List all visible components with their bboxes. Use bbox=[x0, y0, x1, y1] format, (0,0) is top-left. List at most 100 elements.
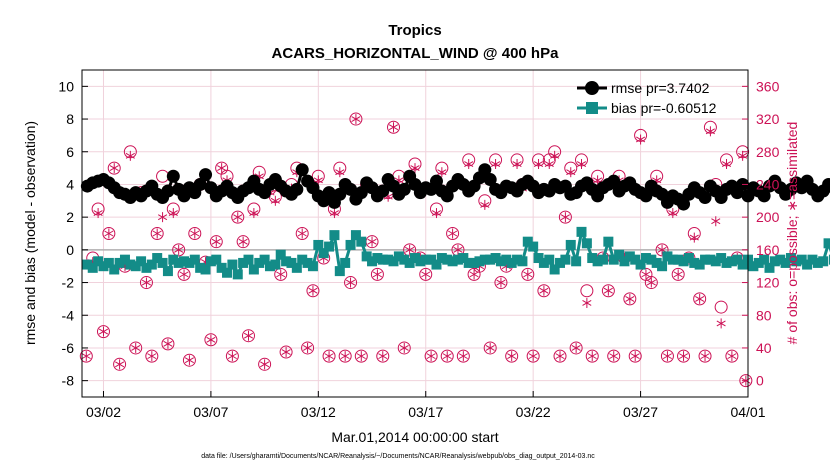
bias-point bbox=[393, 251, 404, 262]
assimilated-obs-point bbox=[646, 277, 656, 288]
bias-point bbox=[495, 256, 506, 267]
bias-point bbox=[222, 267, 233, 278]
assimilated-obs-point bbox=[335, 167, 345, 178]
possible-obs-point bbox=[677, 349, 691, 363]
assimilated-obs-point bbox=[270, 195, 280, 206]
possible-obs-point bbox=[628, 349, 642, 363]
assimilated-obs-point bbox=[636, 134, 646, 145]
y-tick-label: -8 bbox=[62, 373, 75, 389]
possible-obs-point bbox=[349, 112, 363, 126]
assimilated-obs-point bbox=[721, 159, 732, 170]
possible-obs-point bbox=[483, 341, 497, 355]
legend: rmse pr=3.7402 bias pr=-0.60512 bbox=[577, 80, 717, 116]
assimilated-obs-point bbox=[448, 228, 458, 239]
assimilated-obs-point bbox=[587, 351, 597, 362]
bias-point bbox=[560, 254, 571, 265]
bias-point bbox=[297, 254, 308, 265]
bias-point bbox=[361, 251, 372, 262]
bias-point bbox=[479, 254, 490, 265]
bias-point bbox=[528, 241, 539, 252]
bias-point bbox=[474, 256, 485, 267]
bias-point bbox=[818, 256, 829, 267]
chart-subtitle: ACARS_HORIZONTAL_WIND @ 400 hPa bbox=[272, 45, 560, 62]
assimilated-obs-point bbox=[217, 163, 227, 174]
bias-point bbox=[646, 254, 657, 265]
assimilated-obs-point bbox=[308, 285, 318, 296]
bias-point bbox=[93, 256, 104, 267]
legend-rmse-marker bbox=[585, 81, 599, 95]
bias-point bbox=[517, 256, 528, 267]
rmse-point bbox=[478, 163, 492, 177]
y-tick-label: 2 bbox=[66, 209, 74, 225]
bias-point bbox=[404, 257, 415, 268]
bias-point bbox=[125, 259, 136, 270]
bias-point bbox=[662, 251, 673, 262]
assimilated-obs-point bbox=[576, 159, 587, 170]
assimilated-obs-point bbox=[528, 351, 538, 362]
rmse-point bbox=[677, 197, 691, 211]
assimilated-obs-point bbox=[485, 342, 495, 353]
assimilated-obs-point bbox=[141, 277, 152, 288]
bias-point bbox=[544, 254, 555, 265]
assimilated-obs-point bbox=[609, 351, 619, 362]
bias-point bbox=[807, 254, 818, 265]
axes: -8 -6 -4 -2 0 2 4 6 8 10 0 40 80 120 160 200 240 280 320 36… bbox=[58, 78, 779, 420]
bias-point bbox=[689, 257, 700, 268]
assimilated-obs-point bbox=[324, 351, 334, 362]
possible-obs-point bbox=[370, 267, 384, 281]
assimilated-obs-point bbox=[388, 122, 399, 133]
assimilated-obs-point bbox=[125, 150, 135, 161]
y-tick-label: 6 bbox=[66, 144, 74, 160]
possible-obs-point bbox=[521, 267, 535, 281]
assimilated-obs-point bbox=[109, 163, 119, 174]
assimilated-obs-point bbox=[243, 330, 254, 341]
y2-tick-label: 200 bbox=[756, 209, 780, 225]
bias-point bbox=[732, 254, 743, 265]
assimilated-obs-point bbox=[689, 232, 699, 243]
bias-point bbox=[683, 253, 694, 264]
possible-obs-point bbox=[569, 341, 583, 355]
possible-obs-point bbox=[236, 235, 250, 249]
y-tick-label: 10 bbox=[58, 78, 74, 94]
assimilated-obs-point bbox=[329, 208, 340, 219]
bias-point bbox=[162, 266, 173, 277]
bias-point bbox=[345, 239, 356, 250]
possible-obs-point bbox=[79, 349, 93, 363]
possible-obs-point bbox=[96, 325, 110, 339]
possible-obs-point bbox=[322, 349, 336, 363]
assimilated-obs-point bbox=[174, 244, 184, 255]
bias-point bbox=[549, 264, 560, 275]
assimilated-obs-point bbox=[560, 212, 570, 223]
assimilated-obs-point bbox=[469, 269, 479, 280]
bias-point bbox=[410, 253, 420, 264]
bias-point bbox=[377, 254, 388, 265]
assimilated-obs-point bbox=[571, 342, 581, 353]
bias-point bbox=[812, 257, 823, 268]
bias-point bbox=[436, 253, 447, 264]
possible-obs-point bbox=[725, 349, 739, 363]
possible-obs-point bbox=[188, 227, 202, 240]
bias-point bbox=[281, 256, 292, 267]
assimilated-obs-point bbox=[233, 212, 243, 223]
assimilated-obs-point bbox=[372, 269, 382, 280]
rmse-point bbox=[344, 182, 358, 196]
y2-tick-label: 240 bbox=[756, 176, 780, 192]
rmse-point bbox=[757, 189, 771, 203]
assimilated-obs-point bbox=[147, 351, 157, 362]
possible-obs-point bbox=[279, 345, 293, 359]
bias-point bbox=[141, 262, 152, 273]
rmse-point bbox=[483, 173, 497, 187]
assimilated-obs-point bbox=[131, 342, 141, 353]
assimilated-obs-point bbox=[104, 228, 114, 239]
assimilated-obs-point bbox=[539, 285, 549, 296]
bias-point bbox=[780, 257, 791, 268]
possible-obs-point bbox=[182, 353, 196, 367]
bias-point bbox=[587, 253, 598, 264]
grid bbox=[82, 70, 749, 397]
possible-obs-point bbox=[295, 227, 309, 240]
possible-obs-point bbox=[225, 349, 239, 363]
assimilated-obs-point bbox=[738, 150, 748, 161]
possible-obs-point bbox=[172, 243, 186, 257]
bias-point bbox=[152, 253, 163, 264]
plot-frame bbox=[81, 69, 749, 398]
